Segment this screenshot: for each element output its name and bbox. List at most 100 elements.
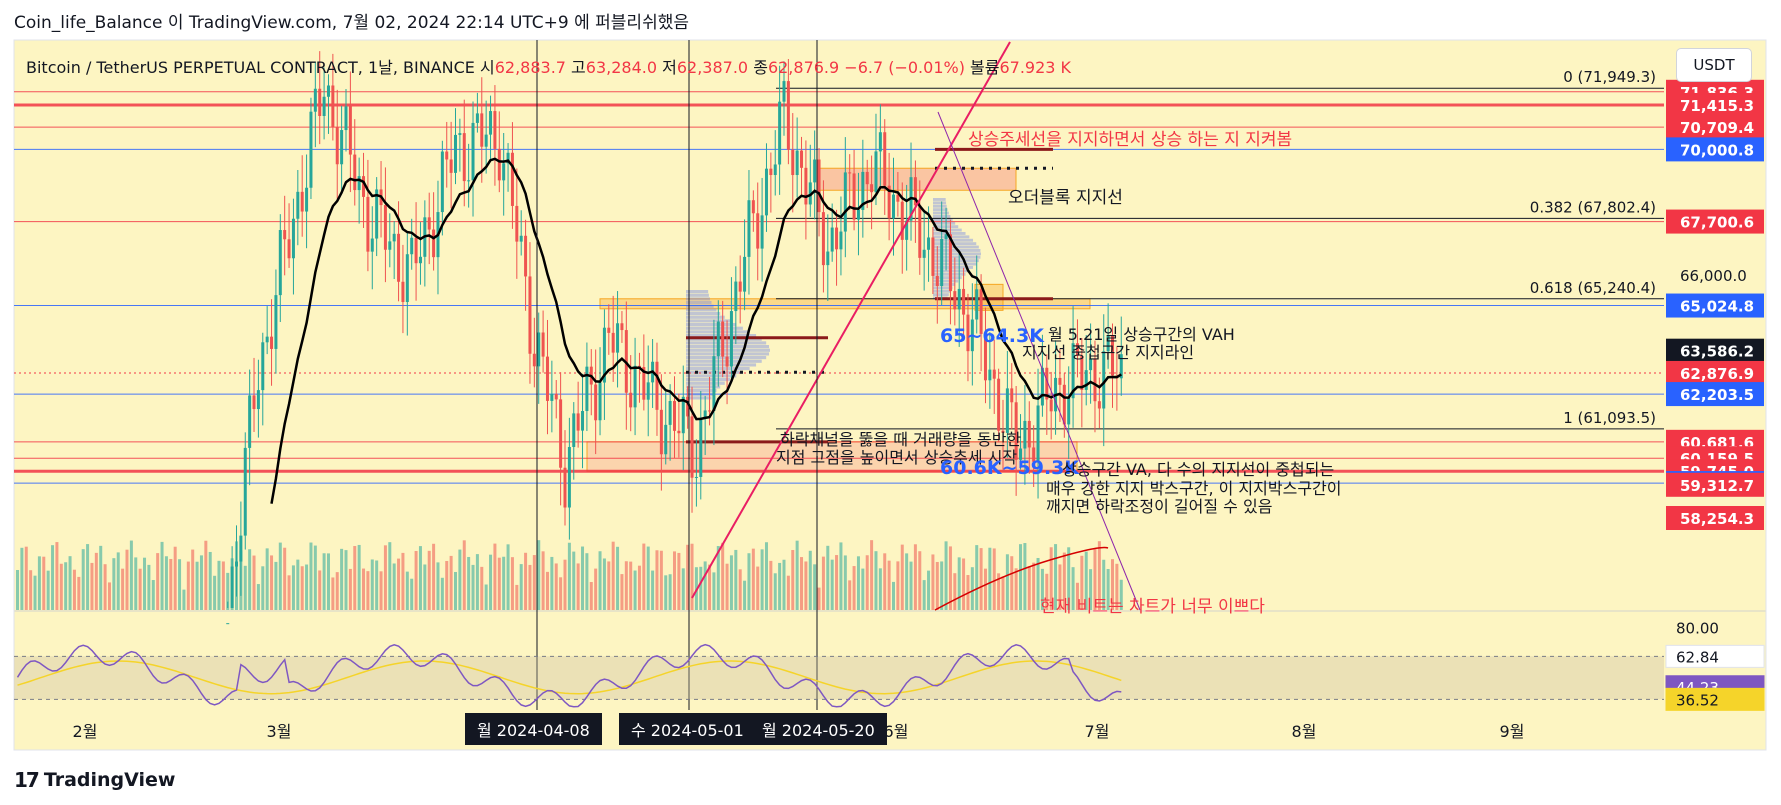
candle-body xyxy=(655,361,659,410)
volume-bar xyxy=(392,563,396,610)
volume-profile-bar xyxy=(686,323,737,327)
candle-body xyxy=(800,150,804,168)
candle-body xyxy=(686,396,690,417)
candle-body xyxy=(843,172,847,232)
candle-body xyxy=(1005,388,1009,433)
candle-body xyxy=(892,194,895,219)
volume-bar xyxy=(366,571,370,610)
candle-body xyxy=(305,187,309,212)
candle-body xyxy=(896,194,900,202)
candle-body xyxy=(445,151,449,160)
fib-labels-layer: 0 (71,949.3) 0.382 (67,802.4) 0.618 (65,24… xyxy=(1530,68,1656,427)
volume-bar xyxy=(927,570,931,610)
legend-symbol[interactable]: Bitcoin / TetherUS PERPETUAL CONTRACT xyxy=(26,58,358,77)
annotation-uptrend: 상승주세선을 지지하면서 상승 하는 지 지켜봄 xyxy=(968,130,1292,150)
candle-body xyxy=(944,234,948,239)
volume-bar xyxy=(64,562,68,610)
candle-body xyxy=(992,369,996,379)
candle-body xyxy=(927,237,931,250)
legend-interval[interactable]: 1날 xyxy=(367,58,393,77)
volume-bar xyxy=(629,561,633,610)
volume-profile-bar xyxy=(933,238,974,242)
candle-body xyxy=(1067,398,1071,425)
volume-bar xyxy=(322,553,326,610)
candle-body xyxy=(747,200,751,257)
volume-bar xyxy=(418,546,422,610)
candle-body xyxy=(471,122,475,181)
volume-bar xyxy=(1106,569,1110,610)
volume-bar xyxy=(1036,557,1040,610)
candle-body xyxy=(997,378,1001,431)
volume-bar xyxy=(1093,548,1097,610)
volume-bar xyxy=(103,564,107,610)
volume-bar xyxy=(1067,547,1071,610)
volume-bar xyxy=(703,561,707,610)
volume-profile-bar xyxy=(686,315,725,319)
candle-body xyxy=(1058,377,1062,385)
candle-body xyxy=(541,332,545,357)
volume-bar xyxy=(99,545,103,610)
candle-body xyxy=(252,395,256,410)
volume-bar xyxy=(274,561,278,610)
volume-bar xyxy=(248,549,252,610)
candle-body xyxy=(1119,354,1123,379)
date-tag-2: 수 2024-05-01 xyxy=(619,713,756,745)
candle-body xyxy=(708,410,712,412)
candle-body xyxy=(524,235,528,277)
price-tag-box xyxy=(1666,472,1764,497)
volume-bar xyxy=(1040,568,1044,610)
volume-bar xyxy=(37,556,41,610)
volume-profile-bar xyxy=(933,286,953,290)
price-tag-box xyxy=(1666,382,1764,407)
volume-bar xyxy=(651,570,655,610)
candle-body xyxy=(664,424,668,455)
volume-bar xyxy=(440,577,444,610)
annotation-range-65: 65~64.3K xyxy=(940,325,1045,347)
tradingview-logo[interactable]: 17 TradingView xyxy=(14,768,175,792)
volume-bar xyxy=(633,570,637,610)
candle-body xyxy=(532,353,536,367)
candle-body xyxy=(611,332,615,353)
candle-body xyxy=(721,321,725,357)
candle-body xyxy=(1049,399,1053,412)
annotation-vah-1: 월 5.21일 상승구간의 VAH xyxy=(1048,325,1235,344)
time-axis-label: 3월 xyxy=(267,722,292,741)
candle-body xyxy=(1075,343,1079,356)
volume-bar xyxy=(637,565,641,610)
volume-profile-bar xyxy=(933,293,949,297)
volume-bar xyxy=(572,551,576,610)
volume-bar xyxy=(112,558,116,610)
candle-body xyxy=(467,180,471,182)
candle-body xyxy=(493,111,497,149)
price-tag-text: 63,586.2 xyxy=(1680,343,1754,361)
volume-bar xyxy=(900,544,904,610)
volume-bar xyxy=(46,570,50,610)
volume-bar xyxy=(826,545,830,610)
candle-body xyxy=(287,239,291,259)
volume-bar xyxy=(94,552,98,610)
volume-bar xyxy=(471,564,475,610)
volume-bar xyxy=(436,562,440,610)
candle-body xyxy=(817,159,821,213)
candle-body xyxy=(401,281,405,303)
candle-body xyxy=(642,367,646,400)
volume-bar xyxy=(883,553,887,610)
candle-body xyxy=(637,365,641,368)
rsi-value-tag xyxy=(1665,687,1765,711)
candle-body xyxy=(1032,447,1036,462)
volume-bar xyxy=(1058,564,1062,610)
candle-body xyxy=(567,446,571,508)
volume-bar xyxy=(489,554,493,610)
price-tag-text: 70,000.8 xyxy=(1680,141,1754,159)
candle-body xyxy=(502,163,506,181)
legend-close-label: 종 xyxy=(753,58,768,77)
candle-body xyxy=(764,168,768,216)
candle-body xyxy=(489,111,493,135)
volume-profile-bar xyxy=(933,242,977,246)
candle-body xyxy=(283,230,287,240)
volume-profile-bar xyxy=(686,385,721,389)
currency-button[interactable]: USDT xyxy=(1676,48,1752,82)
candle-body xyxy=(506,152,510,164)
